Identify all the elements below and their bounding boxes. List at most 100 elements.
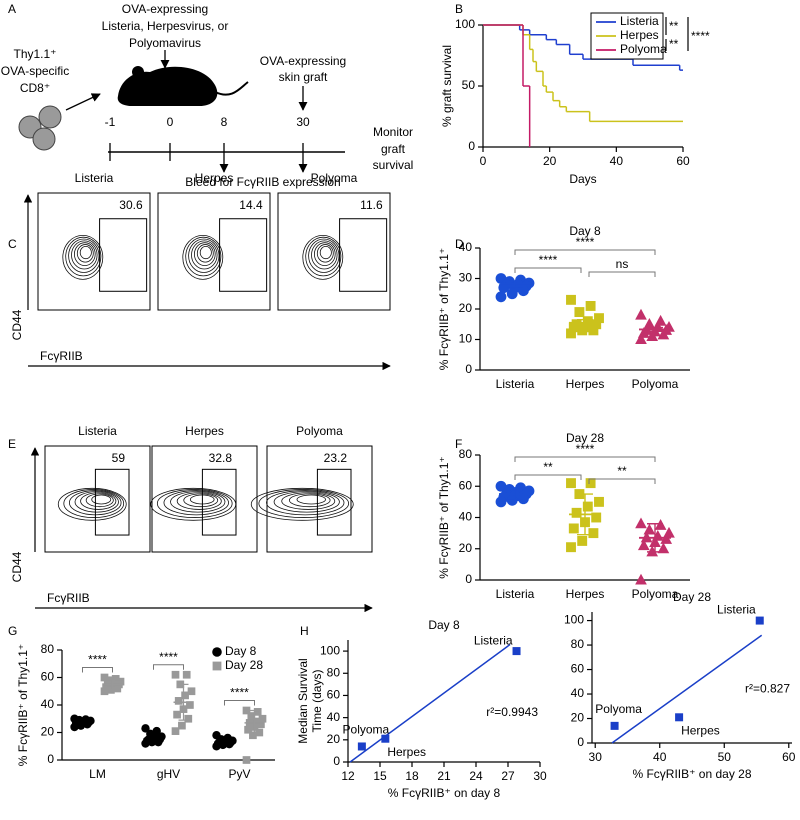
dot [518,493,529,505]
graft-label: OVA-expressing [260,54,346,68]
x-tick-label: LM [89,767,106,781]
monitor-label: survival [373,158,414,172]
dot [100,673,109,682]
sig-bracket [588,271,656,277]
y-tick-label: 0 [468,139,475,153]
x-tick-label: Polyoma [632,377,679,391]
y-tick-label: 60 [41,670,55,684]
flow-contour [80,492,117,510]
dot [184,714,193,723]
dot [244,725,252,734]
dot [574,307,585,317]
sig-bracket [224,700,255,706]
cells-label: Thy1.1⁺ [13,47,56,61]
infection-label: OVA-expressing [122,2,208,16]
timeline-label: 30 [296,115,310,129]
flow-gate-value: 30.6 [119,198,143,212]
flow-contour [188,238,220,273]
flow-frame [37,192,151,311]
dot [102,683,110,691]
y-tick-label: 40 [459,240,473,254]
x-tick-label: 27 [501,769,515,783]
flow-contour [288,493,331,508]
graft-label: skin graft [279,70,328,84]
error-bar [107,678,118,691]
error-bar [249,709,260,736]
y-axis-label: % FcγRIIB⁺ of Thy1.1⁺ [16,644,30,766]
cells-label: CD8⁺ [20,81,50,95]
dot [247,712,256,720]
flow-gate [99,218,148,292]
x-tick-label: 60 [782,750,796,764]
panel-label: H [300,624,309,638]
dot [518,285,529,297]
flow-gate [316,468,352,536]
flow-contour [185,236,222,277]
cells-label: OVA-specific [1,64,69,78]
mouse-ear [132,66,144,78]
error-bar [647,326,663,332]
error-bar [178,683,189,721]
sig-label: **** [691,29,710,43]
y-tick-label: 80 [41,642,55,656]
flow-gate [94,468,130,536]
y-tick-label: 30 [459,271,473,285]
x-tick-label: Herpes [566,377,605,391]
timeline-label: 0 [167,115,174,129]
x-tick-label: Polyoma [632,587,679,601]
dot [171,670,180,679]
dot [212,742,221,751]
dot [242,756,251,764]
point-label: Polyoma [595,702,642,716]
x-tick-label: 40 [610,154,624,168]
infection-label: Listeria, Herpesvirus, or [102,19,229,33]
flow-contour [199,245,212,260]
x-tick-label: 40 [653,750,667,764]
error-bar [148,736,159,741]
flow-gate [201,468,237,536]
flow-contour [281,492,336,510]
x-tick-label: 12 [341,769,355,783]
flow-contour [57,487,127,521]
flow-gate-value: 14.4 [239,198,263,212]
dot [635,517,647,529]
sig-bracket [514,474,582,480]
dot [100,687,109,696]
sig-label: **** [88,653,107,667]
x-tick-label: 30 [589,750,603,764]
x-tick-label: Listeria [496,377,535,391]
point-label: Listeria [717,603,756,617]
error-bar [577,493,593,536]
flow-contour [308,238,340,273]
y-tick-label: 0 [333,754,340,768]
flow-group: Listeria [78,424,117,438]
y-tick-label: 80 [327,665,341,679]
legend-label: Day 8 [225,644,257,658]
point-label: Herpes [387,745,426,759]
flow-contour [302,234,344,280]
dot [566,478,576,489]
sig-bracket [514,249,656,255]
dot [594,496,604,507]
y-tick-label: 60 [459,478,473,492]
dot [178,721,186,730]
flow-frame [277,192,391,311]
dot [187,687,196,696]
y-tick-label: 40 [41,697,55,711]
y-tick-label: 60 [327,688,341,702]
dot [152,726,161,736]
legend-label: Day 28 [225,658,263,672]
flow-gate-value: 32.8 [209,451,233,465]
dot [591,319,602,330]
x-tick-label: 60 [676,154,690,168]
panel-label: C [8,237,17,251]
flow-contour [273,491,340,513]
sig-label: **** [159,650,178,664]
y-axis-label: % FcγRIIB⁺ of Thy1.1⁺ [437,248,451,370]
x-tick-label: 15 [373,769,387,783]
x-tick-label: 21 [437,769,451,783]
sig-bracket [153,664,184,670]
fit-annotation: r²=0.9943 [486,705,538,719]
y-tick-label: 40 [327,710,341,724]
